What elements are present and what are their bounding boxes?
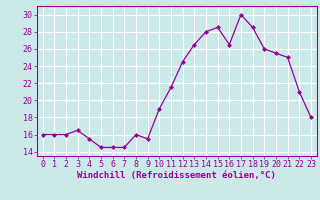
X-axis label: Windchill (Refroidissement éolien,°C): Windchill (Refroidissement éolien,°C) bbox=[77, 171, 276, 180]
